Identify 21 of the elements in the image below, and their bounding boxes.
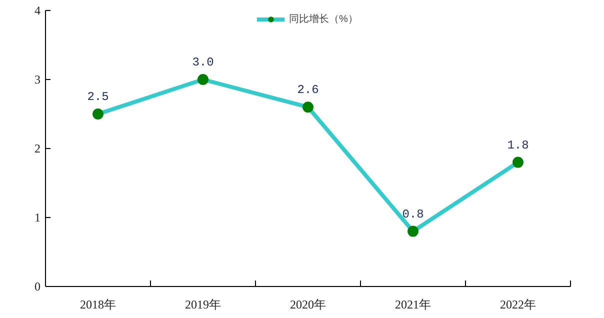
x-tick-label: 2022年	[500, 298, 536, 312]
x-tick-label: 2018年	[80, 298, 116, 312]
point	[92, 108, 104, 120]
point	[512, 156, 524, 168]
data-label: 2.6	[297, 83, 319, 98]
data-label: 1.8	[507, 138, 529, 152]
point	[198, 74, 208, 85]
point	[408, 226, 418, 237]
x-tick-label: 2019年	[185, 298, 221, 312]
data-label: 0.8	[402, 207, 424, 222]
data-label: 2.5	[87, 90, 109, 104]
y-tick-label: 1	[34, 210, 40, 224]
x-tick-label: 2021年	[395, 298, 431, 312]
y-tick-label: 4	[34, 4, 40, 18]
point	[302, 102, 314, 113]
y-tick-label: 2	[34, 142, 40, 156]
legend-label: 同比增长（%）	[289, 12, 359, 26]
y-tick-label: 0	[34, 280, 40, 294]
data-label: 3.0	[192, 56, 214, 70]
y-tick-label: 3	[34, 72, 40, 86]
x-tick-label: 2020年	[290, 298, 326, 312]
